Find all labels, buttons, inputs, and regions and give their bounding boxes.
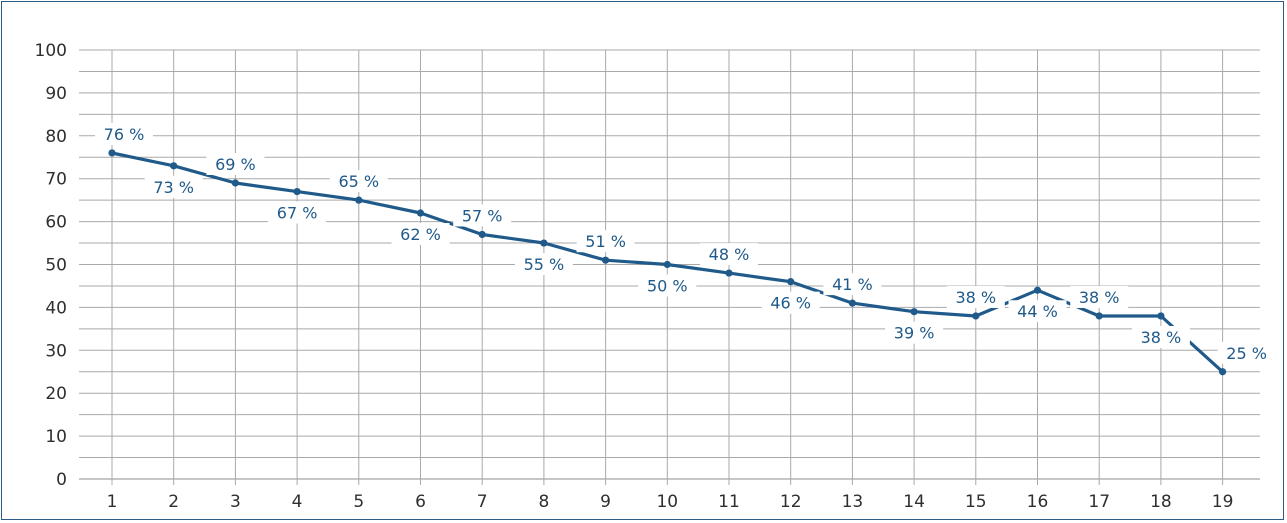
y-tick-label: 100 [35, 41, 67, 61]
data-label-bg [576, 230, 635, 253]
data-label-bg [206, 152, 265, 175]
data-point [478, 230, 486, 239]
data-point [848, 299, 857, 307]
x-tick-label: 13 [842, 492, 864, 512]
data-label: 46 % [770, 294, 811, 313]
data-point [108, 149, 116, 157]
y-tick-label: 90 [45, 84, 67, 104]
data-label-bg [885, 321, 944, 344]
data-label-bg [268, 201, 327, 224]
series [108, 149, 1227, 376]
data-label-bg [823, 273, 882, 296]
data-point [972, 312, 980, 320]
y-tick-label: 10 [45, 427, 67, 447]
x-tick-label: 8 [538, 492, 549, 512]
data-point [787, 278, 795, 286]
data-label-bg [638, 274, 697, 297]
x-tick-label: 16 [1027, 492, 1049, 512]
x-tick-label: 4 [292, 492, 303, 512]
data-label: 50 % [647, 277, 688, 296]
x-tick-label: 14 [903, 492, 925, 512]
x-tick-label: 9 [600, 492, 611, 512]
x-tick-label: 7 [477, 492, 488, 512]
data-label-bg [1070, 285, 1129, 308]
data-point [1095, 312, 1103, 320]
x-axis: 1 2 3 4 5 6 7 8 9 10 11 12 13 14 15 16 17 18 19 [107, 492, 1234, 512]
y-tick-label: 30 [45, 341, 67, 361]
data-point [663, 260, 671, 269]
x-tick-label: 15 [965, 492, 987, 512]
x-tick-label: 6 [415, 492, 426, 512]
data-label-bg [95, 122, 153, 145]
data-point [1033, 286, 1042, 294]
data-label: 48 % [709, 245, 750, 264]
data-point [416, 209, 425, 217]
data-label-bg [1131, 325, 1190, 348]
x-tick-label: 3 [230, 492, 241, 512]
x-tick-label: 12 [780, 492, 802, 512]
data-label: 55 % [524, 255, 565, 274]
data-label: 38 % [1079, 288, 1120, 307]
data-point [231, 179, 239, 187]
data-label-bg [1217, 341, 1276, 364]
data-label: 41 % [832, 275, 873, 294]
data-label-bg [514, 253, 573, 276]
data-point [1157, 312, 1165, 320]
y-axis: 0 10 20 30 40 50 60 70 80 90 100 [35, 41, 67, 490]
data-point [540, 239, 548, 247]
y-tick-label: 50 [45, 256, 67, 276]
x-tick-label: 17 [1088, 492, 1110, 512]
y-tick-label: 60 [45, 213, 67, 233]
data-label-bg [1008, 300, 1067, 323]
data-point [293, 187, 301, 196]
x-tick-label: 1 [107, 492, 118, 512]
data-label-bg [761, 291, 820, 314]
data-label: 62 % [400, 225, 441, 244]
data-label-bg [453, 204, 512, 227]
data-point [170, 162, 178, 170]
data-label: 76 % [104, 125, 145, 144]
data-labels: 76 % 73 % 69 % 67 % 65 % 62 % 57 % 55 % 51 % 50 %… [95, 122, 1276, 364]
data-label: 65 % [338, 172, 379, 191]
data-label: 51 % [585, 232, 626, 251]
y-tick-label: 70 [45, 170, 67, 190]
x-tick-label: 11 [718, 492, 740, 512]
y-tick-label: 80 [45, 127, 67, 147]
x-tick-label: 19 [1212, 492, 1234, 512]
data-label-bg [144, 175, 203, 198]
data-label-bg [329, 170, 388, 193]
x-tick-label: 10 [656, 492, 678, 512]
data-point [910, 308, 918, 316]
x-tick-label: 5 [353, 492, 364, 512]
x-tick-label: 2 [168, 492, 179, 512]
data-label-bg [700, 243, 758, 266]
y-tick-label: 20 [45, 384, 67, 404]
grid-lines [79, 49, 1260, 485]
data-label: 57 % [462, 206, 503, 225]
data-point [602, 256, 610, 264]
data-label: 25 % [1226, 344, 1267, 363]
data-point [1219, 368, 1227, 376]
data-label: 38 % [955, 288, 996, 307]
data-label: 67 % [277, 204, 318, 223]
data-label: 69 % [215, 155, 256, 174]
data-label-bg [946, 285, 1005, 308]
data-label: 39 % [894, 324, 935, 343]
data-point [725, 269, 733, 277]
y-tick-label: 40 [45, 298, 67, 318]
data-label: 73 % [153, 178, 194, 197]
data-label-bg [391, 223, 450, 246]
y-tick-label: 0 [56, 470, 67, 490]
x-tick-label: 18 [1150, 492, 1172, 512]
data-label: 38 % [1141, 328, 1182, 347]
data-point [355, 196, 363, 204]
data-label: 44 % [1017, 302, 1058, 321]
